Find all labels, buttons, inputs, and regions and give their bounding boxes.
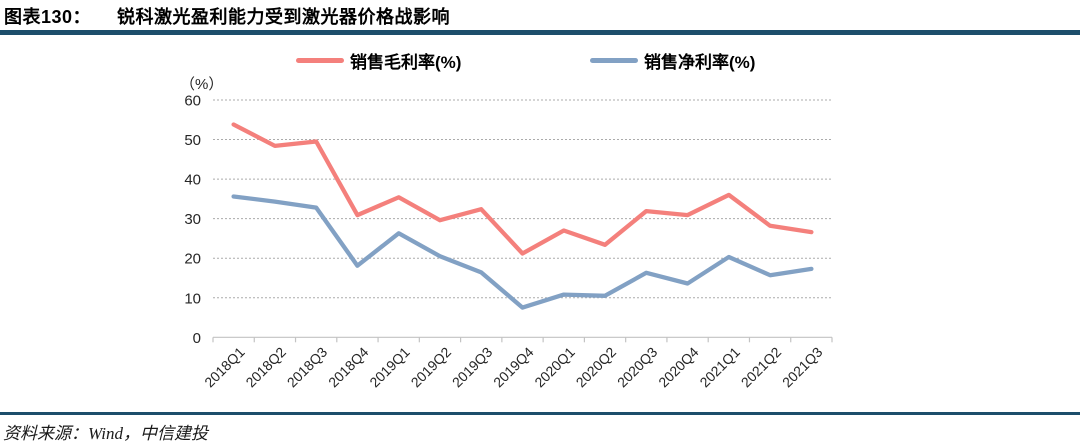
figure-title: 锐科激光盈利能力受到激光器价格战影响 — [117, 7, 451, 27]
svg-text:30: 30 — [184, 211, 201, 228]
net-margin-legend-label: 销售净利率(%) — [644, 53, 756, 72]
svg-text:2020Q4: 2020Q4 — [655, 344, 702, 391]
svg-text:2018Q4: 2018Q4 — [325, 344, 372, 391]
figure-header: 图表130： 锐科激光盈利能力受到激光器价格战影响 — [4, 3, 450, 29]
svg-text:2020Q3: 2020Q3 — [614, 344, 661, 391]
source-note: 资料来源：Wind，中信建投 — [3, 424, 208, 443]
svg-text:2018Q1: 2018Q1 — [201, 344, 248, 391]
svg-text:2019Q1: 2019Q1 — [366, 344, 413, 391]
figure-number-label: 图表130： — [4, 7, 92, 27]
gross-margin-line-swatch — [296, 58, 344, 63]
svg-text:2018Q3: 2018Q3 — [284, 344, 331, 391]
svg-text:2019Q4: 2019Q4 — [490, 344, 537, 391]
svg-text:2021Q2: 2021Q2 — [738, 344, 785, 391]
svg-text:40: 40 — [184, 172, 201, 189]
svg-text:20: 20 — [184, 251, 201, 268]
svg-text:2020Q1: 2020Q1 — [531, 344, 578, 391]
gross-margin-legend-label: 销售毛利率(%) — [350, 53, 462, 72]
svg-text:50: 50 — [184, 132, 201, 149]
svg-text:2021Q1: 2021Q1 — [696, 344, 743, 391]
svg-text:2021Q3: 2021Q3 — [779, 344, 826, 391]
legend-item-gross-margin: 销售毛利率(%) — [296, 48, 461, 73]
top-divider — [0, 30, 1080, 35]
net-margin-line-swatch — [590, 58, 638, 63]
svg-text:60: 60 — [184, 93, 201, 110]
y-axis-unit-label: （%） — [180, 76, 224, 93]
svg-text:2018Q2: 2018Q2 — [242, 344, 289, 391]
svg-text:2019Q3: 2019Q3 — [449, 344, 496, 391]
legend-item-net-margin: 销售净利率(%) — [590, 48, 755, 73]
chart-legend: 销售毛利率(%) 销售净利率(%) — [0, 48, 1080, 73]
bottom-divider — [0, 412, 1080, 415]
svg-text:2020Q2: 2020Q2 — [573, 344, 620, 391]
svg-text:2019Q2: 2019Q2 — [408, 344, 455, 391]
svg-text:0: 0 — [193, 330, 201, 347]
svg-text:10: 10 — [184, 290, 201, 307]
